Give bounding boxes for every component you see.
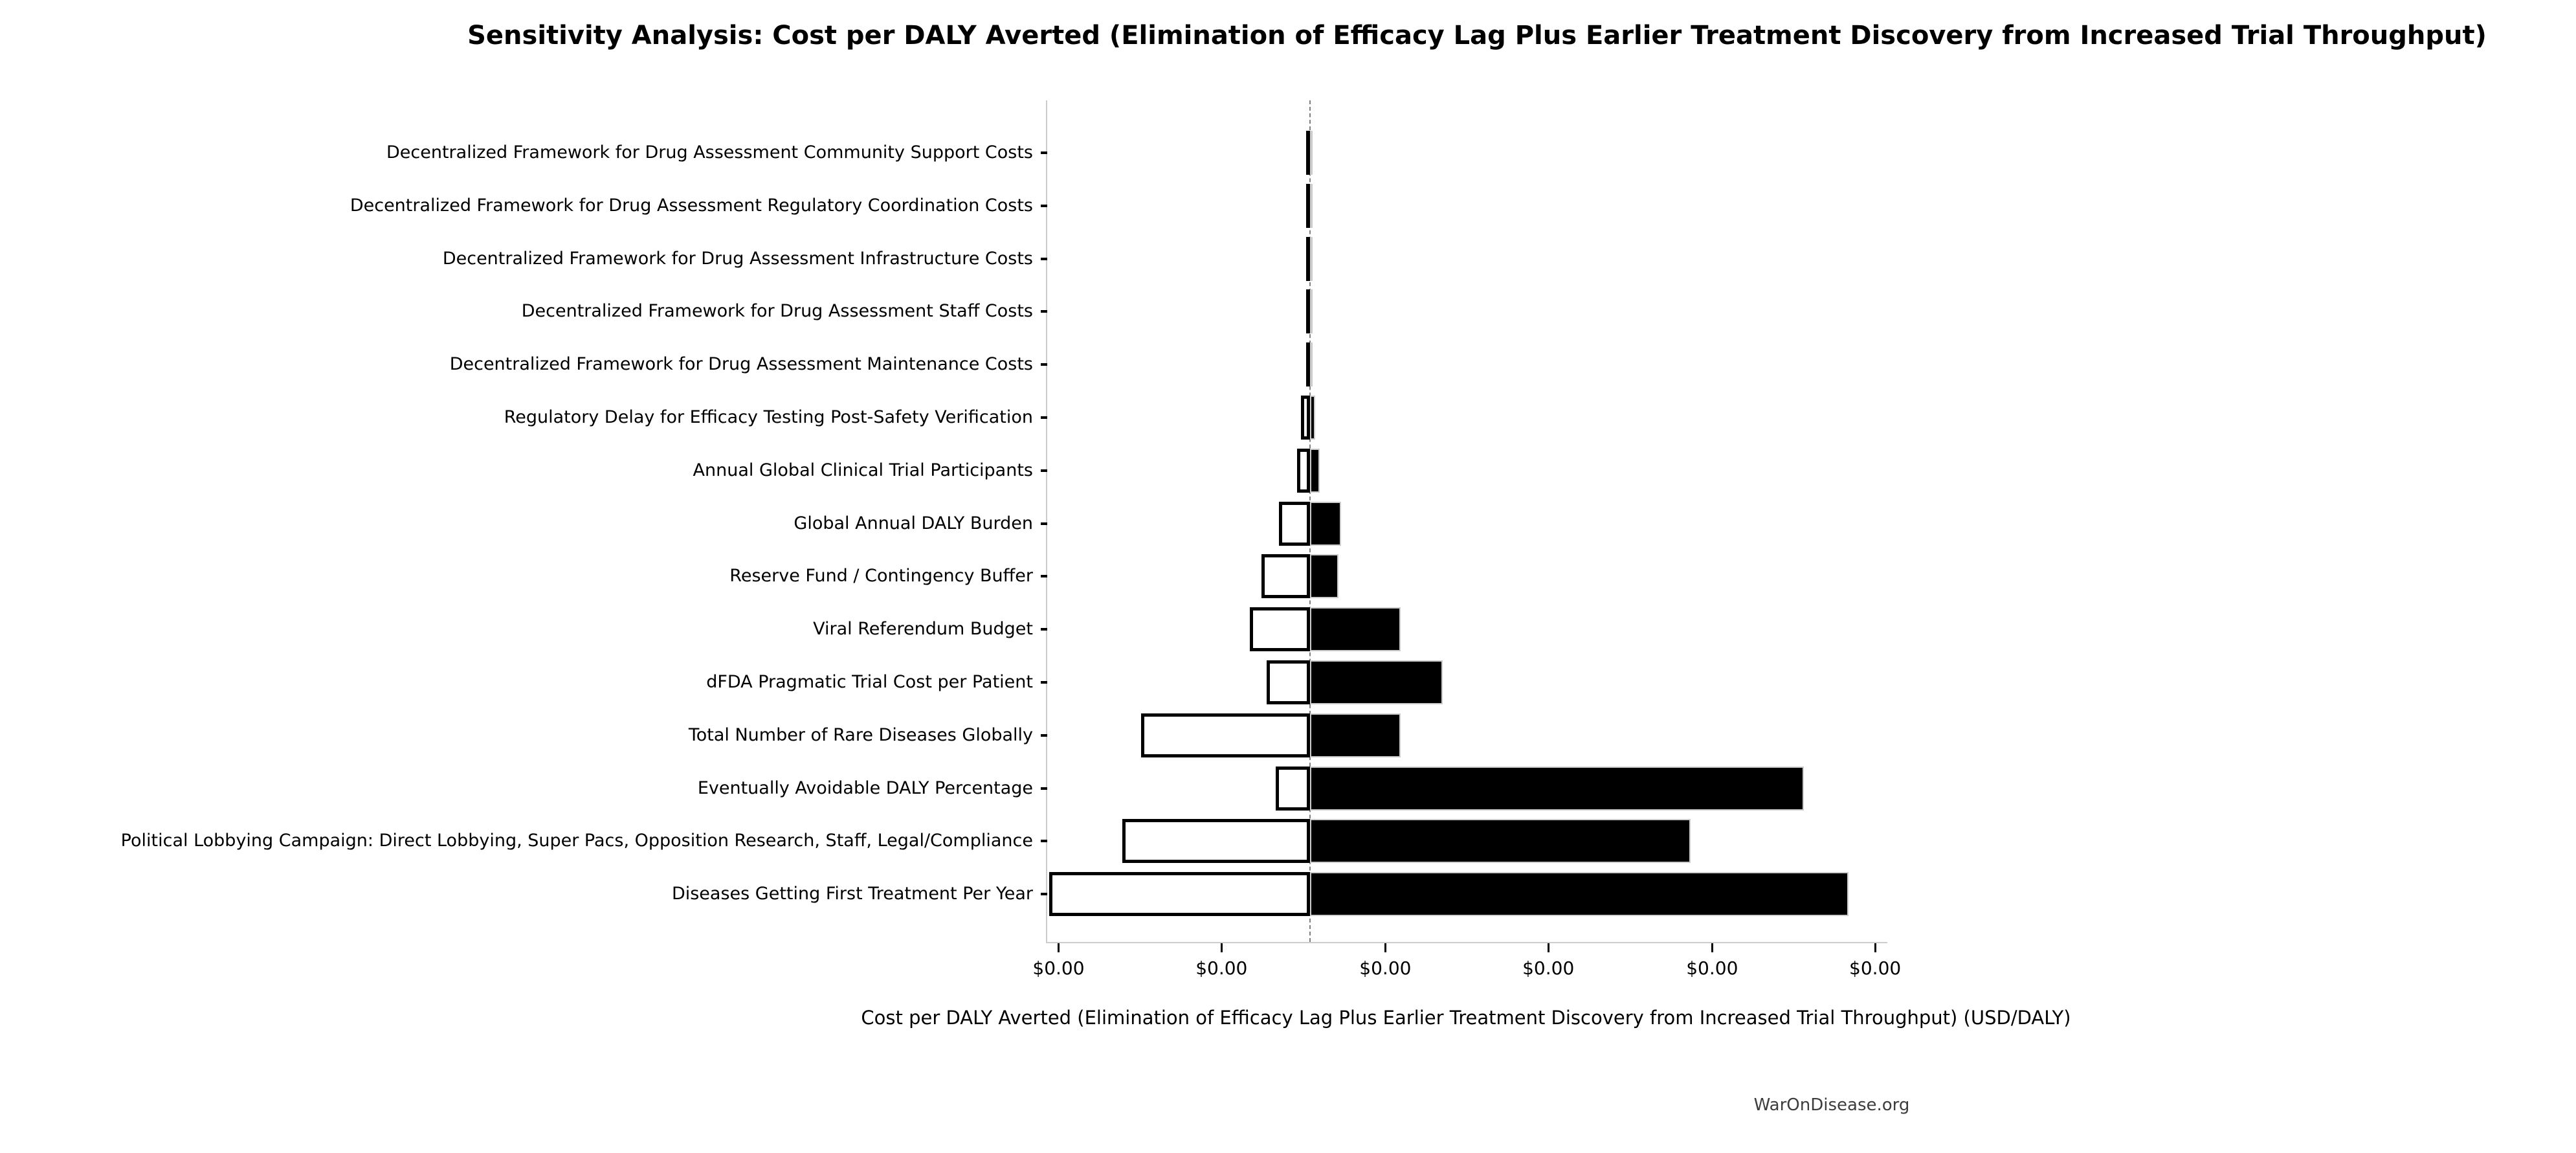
row-label: Viral Referendum Budget: [813, 619, 1033, 640]
bar-low: [1141, 713, 1311, 757]
bar-high: [1310, 660, 1443, 704]
bar-low: [1249, 607, 1311, 652]
x-tick-mark: [1057, 943, 1060, 952]
x-tick-mark: [1547, 943, 1549, 952]
bar-high: [1310, 607, 1401, 652]
row-label: dFDA Pragmatic Trial Cost per Patient: [706, 672, 1033, 692]
bar-high: [1310, 554, 1339, 599]
bar-low: [1279, 501, 1311, 546]
row-label: Political Lobbying Campaign: Direct Lobb…: [120, 831, 1033, 851]
x-tick-label: $0.00: [1849, 957, 1902, 979]
bar-high: [1310, 448, 1320, 493]
bar-high: [1310, 713, 1401, 757]
bar-low: [1300, 396, 1311, 440]
y-tick-mark: [1041, 363, 1047, 366]
y-tick-mark: [1041, 310, 1047, 313]
x-tick-mark: [1874, 943, 1876, 952]
y-tick-mark: [1041, 733, 1047, 737]
row-label: Reserve Fund / Contingency Buffer: [729, 566, 1033, 587]
x-tick-label: $0.00: [1686, 957, 1738, 979]
bar-low: [1276, 766, 1311, 811]
bar-high: [1310, 342, 1313, 387]
x-tick-label: $0.00: [1522, 957, 1575, 979]
row-label: Total Number of Rare Diseases Globally: [688, 724, 1033, 745]
x-tick-mark: [1220, 943, 1223, 952]
y-tick-mark: [1041, 893, 1047, 896]
bar-high: [1310, 872, 1849, 917]
y-tick-mark: [1041, 681, 1047, 684]
bar-high: [1310, 289, 1313, 334]
x-tick-label: $0.00: [1032, 957, 1085, 979]
y-tick-mark: [1041, 787, 1047, 790]
bar-low: [1266, 660, 1311, 704]
row-label: Annual Global Clinical Trial Participant…: [693, 460, 1033, 480]
bar-high: [1310, 131, 1313, 175]
x-tick-label: $0.00: [1359, 957, 1412, 979]
x-tick-mark: [1384, 943, 1386, 952]
bar-high: [1310, 819, 1691, 864]
bar-low: [1261, 554, 1311, 599]
bar-high: [1310, 766, 1804, 811]
y-tick-mark: [1041, 575, 1047, 578]
y-tick-mark: [1041, 151, 1047, 154]
bar-high: [1310, 396, 1316, 440]
y-tick-mark: [1041, 522, 1047, 525]
bar-high: [1310, 236, 1313, 281]
x-tick-mark: [1711, 943, 1713, 952]
row-label: Decentralized Framework for Drug Assessm…: [521, 301, 1033, 322]
y-tick-mark: [1041, 628, 1047, 631]
y-tick-mark: [1041, 840, 1047, 843]
bar-low: [1296, 448, 1311, 493]
chart-title: Sensitivity Analysis: Cost per DALY Aver…: [467, 21, 2487, 50]
row-label: Decentralized Framework for Drug Assessm…: [449, 354, 1033, 375]
y-tick-mark: [1041, 204, 1047, 207]
row-label: Diseases Getting First Treatment Per Yea…: [671, 884, 1033, 904]
bar-high: [1310, 183, 1313, 228]
plot-area: [1046, 100, 1887, 943]
y-tick-mark: [1041, 257, 1047, 260]
x-tick-label: $0.00: [1195, 957, 1248, 979]
y-tick-mark: [1041, 469, 1047, 472]
y-tick-mark: [1041, 416, 1047, 419]
bar-low: [1049, 872, 1311, 917]
bar-high: [1310, 501, 1342, 546]
row-label: Decentralized Framework for Drug Assessm…: [350, 195, 1033, 216]
row-label: Decentralized Framework for Drug Assessm…: [386, 142, 1033, 162]
x-axis-title: Cost per DALY Averted (Elimination of Ef…: [861, 1007, 2071, 1029]
watermark-text: WarOnDisease.org: [1753, 1095, 1910, 1115]
row-label: Eventually Avoidable DALY Percentage: [697, 778, 1033, 798]
row-label: Global Annual DALY Burden: [794, 513, 1033, 533]
row-label: Decentralized Framework for Drug Assessm…: [442, 248, 1033, 269]
bar-low: [1122, 819, 1311, 864]
row-label: Regulatory Delay for Efficacy Testing Po…: [504, 407, 1033, 427]
